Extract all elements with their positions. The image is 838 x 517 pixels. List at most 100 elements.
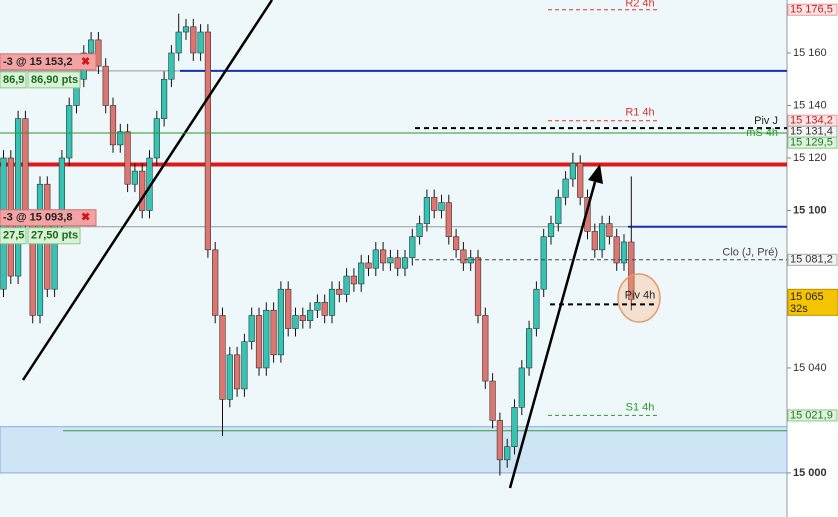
candle-body xyxy=(299,315,306,321)
candle-body xyxy=(234,354,241,390)
highlight-circle xyxy=(617,273,661,323)
candle-body xyxy=(95,39,102,67)
candle-body xyxy=(540,236,547,290)
candle-body xyxy=(525,328,533,369)
order-box xyxy=(0,53,97,71)
level-label: R1 4h xyxy=(625,107,654,119)
candle-body xyxy=(518,367,525,408)
level-tag-box xyxy=(787,136,838,149)
candles xyxy=(0,13,635,476)
candle-body xyxy=(153,118,160,159)
candle-body xyxy=(306,309,314,321)
level-label: Clo (J, Pré) xyxy=(722,247,778,259)
order-close[interactable]: ✖ xyxy=(81,56,90,68)
candle-body xyxy=(292,315,299,329)
level-tag-box xyxy=(787,409,838,422)
candle-body xyxy=(321,302,328,316)
candle-body xyxy=(139,170,146,211)
level-label: R2 4h xyxy=(625,0,654,10)
candle-body xyxy=(562,178,569,198)
order-label: -3 @ 15 153,2 xyxy=(3,56,72,68)
level-tag: 15 081,2 xyxy=(790,254,833,266)
pts-box xyxy=(27,71,81,89)
candle-body xyxy=(379,249,387,264)
candle-body xyxy=(474,257,482,316)
candle-body xyxy=(547,223,555,238)
candle-body xyxy=(358,262,365,285)
candle-body xyxy=(66,105,73,159)
candle-body xyxy=(401,257,409,269)
candle-body xyxy=(431,197,438,211)
support-zone xyxy=(0,426,788,474)
candle-body xyxy=(15,118,22,277)
candle-body xyxy=(248,315,255,342)
candle-body xyxy=(204,31,212,251)
level-label: Piv J xyxy=(754,115,778,127)
pnl: 27,5 xyxy=(3,230,24,242)
candle-body xyxy=(270,309,277,356)
candle-body xyxy=(36,183,44,316)
candle-body xyxy=(598,223,606,251)
y-tick-label: 15 000 xyxy=(793,467,827,479)
candle-body xyxy=(467,257,474,264)
level-label: S1 4h xyxy=(626,401,655,413)
candle-body xyxy=(212,249,219,316)
candle-body xyxy=(423,197,431,224)
y-tick-label: 15 100 xyxy=(793,204,827,216)
y-tick-label: 15 160 xyxy=(793,47,827,59)
over-layer: R2 4h R1 4h Piv JmS 4h Clo (J, Pré) Piv 4h S1… xyxy=(0,0,838,422)
candle-body xyxy=(263,309,270,369)
timer: 32s xyxy=(790,303,808,315)
candle-body xyxy=(182,26,190,33)
candle-body xyxy=(533,288,540,329)
trend-line xyxy=(508,181,597,489)
candle-body xyxy=(569,162,576,180)
candle-body xyxy=(190,26,197,54)
candle-body xyxy=(175,31,182,54)
level-tag: 15 021,9 xyxy=(790,409,833,421)
order-close[interactable]: ✖ xyxy=(81,212,90,224)
candle-body xyxy=(328,288,336,316)
candle-body xyxy=(131,170,139,185)
candle-body xyxy=(102,65,109,106)
order-box xyxy=(0,209,97,227)
candle-body xyxy=(314,302,321,311)
level-label: Piv 4h xyxy=(625,289,656,301)
under-layer: 15 160 15 140 15 120 15 100 15 040 15 000 xyxy=(0,47,827,479)
candle-body xyxy=(197,31,204,54)
candle-body xyxy=(109,105,117,146)
y-tick-label: 15 140 xyxy=(793,99,827,111)
candle-body xyxy=(628,241,635,301)
last-price-box xyxy=(787,288,838,316)
candle-body xyxy=(482,315,489,382)
y-tick-label: 15 120 xyxy=(793,152,827,164)
candle-body xyxy=(387,257,394,264)
trend-line xyxy=(21,0,274,381)
candle-body xyxy=(241,341,248,390)
level-tag: 15 129,5 xyxy=(790,137,833,149)
candle-body xyxy=(511,407,518,447)
level-label: mS 4h xyxy=(746,127,778,139)
pts: 86,90 pts xyxy=(31,74,78,86)
candle-body xyxy=(285,288,292,329)
candle-body xyxy=(117,131,124,146)
candle-body xyxy=(452,236,460,251)
pts: 27,50 pts xyxy=(31,230,78,242)
candle-body xyxy=(343,275,350,295)
candle-body xyxy=(161,78,168,119)
candle-body xyxy=(168,52,175,80)
candle-body xyxy=(124,131,131,185)
candle-body xyxy=(416,223,423,238)
candle-body xyxy=(577,162,584,198)
candle-body xyxy=(226,354,233,400)
last-price: 15 065 xyxy=(790,291,824,303)
pnl: 86,9 xyxy=(3,74,24,86)
candle-body xyxy=(606,223,613,238)
candle-body xyxy=(350,275,358,285)
pnl-box xyxy=(0,71,27,89)
candle-body xyxy=(591,231,598,251)
candle-body xyxy=(460,249,467,264)
candle-body xyxy=(365,262,372,269)
